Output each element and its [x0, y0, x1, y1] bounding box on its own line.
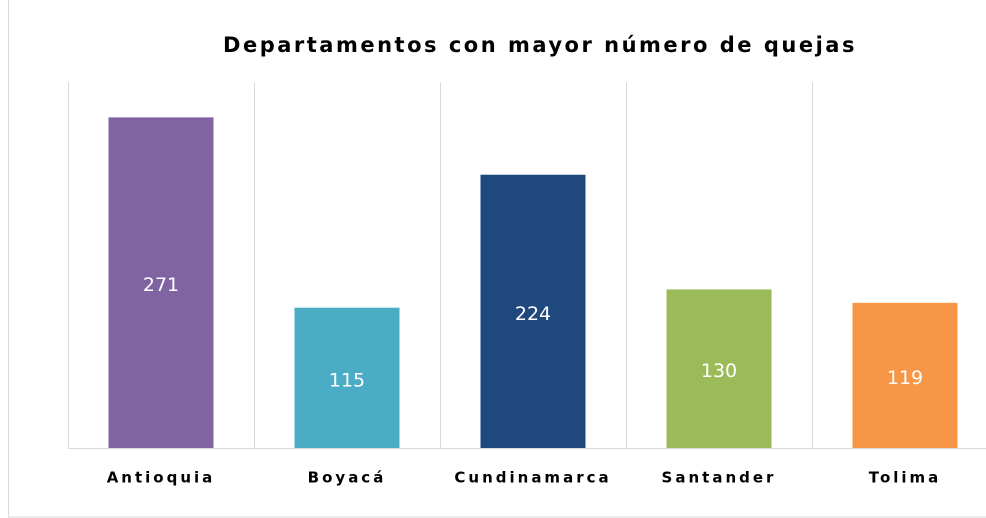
value-label: 271 — [143, 274, 179, 296]
value-label: 224 — [515, 303, 551, 325]
x-tick-label: Boyacá — [308, 469, 387, 487]
bar — [108, 117, 214, 448]
bar — [294, 307, 400, 448]
bar — [480, 174, 586, 448]
value-label: 119 — [887, 367, 923, 389]
x-tick-label: Tolima — [869, 469, 942, 487]
value-label: 115 — [329, 369, 365, 391]
value-label: 130 — [701, 360, 737, 382]
bar — [666, 289, 772, 448]
x-tick-label: Santander — [662, 469, 777, 487]
chart-border — [8, 0, 986, 518]
x-tick-label: Cundinamarca — [454, 469, 611, 487]
bar — [852, 302, 958, 448]
x-tick-label: Antioquia — [107, 469, 216, 487]
chart-title: Departamentos con mayor número de quejas — [223, 33, 857, 57]
